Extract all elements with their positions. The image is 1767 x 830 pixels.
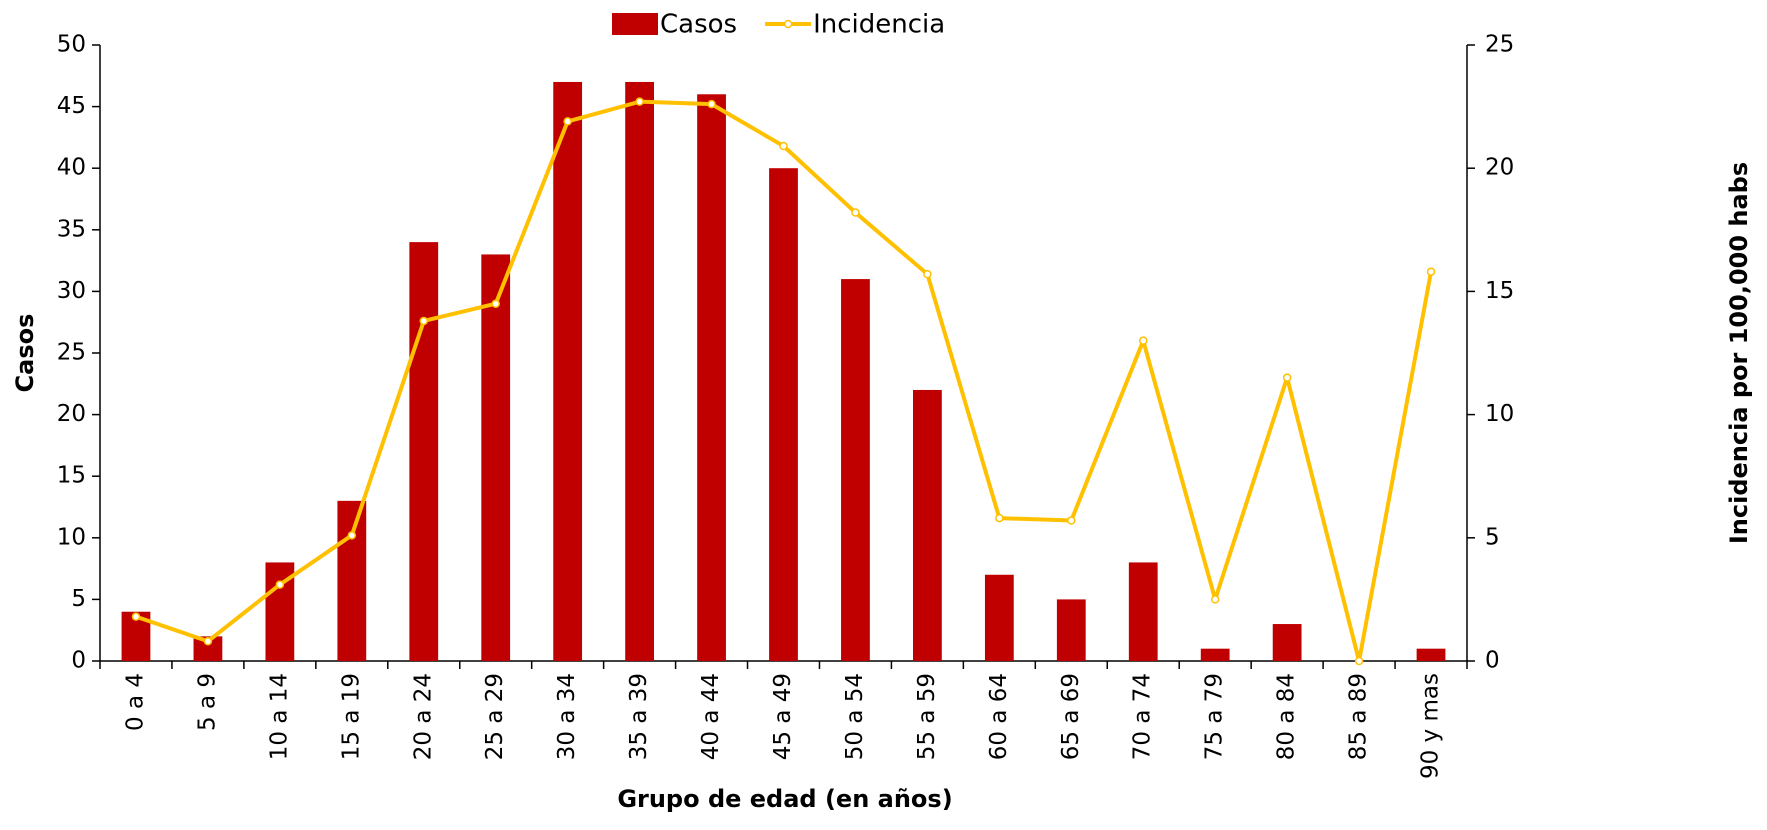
y2-tick-label: 10 (1485, 401, 1514, 427)
x-tick-label: 85 a 89 (1346, 673, 1372, 760)
line-point (1067, 516, 1076, 525)
bar (481, 254, 511, 661)
line-point (131, 612, 141, 621)
bar (1056, 599, 1086, 661)
y-tick-label: 45 (57, 93, 86, 119)
line-point (347, 531, 357, 540)
line-point (491, 299, 500, 308)
line-point (275, 580, 285, 589)
x-tick-label: 10 a 14 (266, 673, 292, 760)
y-tick-label: 50 (57, 32, 86, 58)
y-tick-label: 40 (57, 155, 86, 181)
bar (1200, 648, 1230, 661)
y-tick-label: 25 (57, 340, 86, 366)
bar (769, 168, 798, 661)
x-tick-label: 75 a 79 (1202, 673, 1228, 760)
y-tick-label: 30 (57, 278, 86, 304)
line-point (923, 269, 932, 279)
line-point (995, 513, 1004, 523)
x-tick-label: 60 a 64 (986, 673, 1012, 760)
x-tick-label: 30 a 34 (554, 673, 580, 760)
bar (1128, 562, 1158, 661)
bar (984, 574, 1014, 661)
y2-tick-label: 0 (1485, 648, 1500, 674)
line-point (707, 99, 716, 109)
x-tick-label: 70 a 74 (1130, 673, 1156, 760)
y2-tick-label: 15 (1485, 278, 1514, 304)
legend-label: Casos (660, 10, 737, 40)
line-point (563, 117, 572, 126)
line-point (419, 316, 429, 326)
bar (697, 94, 726, 661)
x-tick-label: 35 a 39 (626, 673, 652, 760)
x-tick-label: 65 a 69 (1058, 673, 1084, 760)
x-tick-label: 20 a 24 (410, 673, 436, 760)
x-tick-label: 40 a 44 (698, 673, 724, 760)
line-point (1354, 656, 1364, 666)
bar (409, 242, 439, 661)
y-tick-label: 5 (71, 586, 86, 612)
y-axis-title: Casos (11, 314, 39, 393)
x-tick-label: 80 a 84 (1274, 673, 1300, 760)
y2-tick-label: 5 (1485, 524, 1500, 550)
x-axis-title: Grupo de edad (en años) (617, 785, 952, 813)
line-point (635, 97, 644, 106)
line-point (1282, 373, 1292, 382)
line-point (1210, 595, 1220, 604)
y-tick-label: 10 (57, 524, 86, 550)
legend-swatch (612, 13, 658, 35)
y-tick-label: 0 (71, 648, 86, 674)
legend-swatch (783, 19, 793, 29)
line-point (203, 637, 213, 646)
y-tick-label: 35 (57, 216, 86, 242)
y-tick-label: 20 (57, 401, 86, 427)
y2-tick-label: 20 (1485, 155, 1514, 181)
x-tick-label: 5 a 9 (194, 673, 220, 731)
x-tick-label: 45 a 49 (770, 673, 796, 760)
x-tick-label: 50 a 54 (842, 673, 868, 760)
x-tick-label: 25 a 29 (482, 673, 508, 760)
bar (1272, 624, 1302, 661)
x-tick-label: 15 a 19 (338, 673, 364, 760)
bar (625, 81, 654, 661)
x-tick-label: 90 y mas (1418, 673, 1444, 779)
legend-label: Incidencia (813, 10, 945, 40)
line-point (1426, 267, 1436, 276)
bar (337, 500, 367, 661)
bar (553, 81, 583, 661)
line-point (1138, 336, 1148, 345)
y2-axis-title: Incidencia por 100,000 habs (1725, 162, 1753, 544)
y2-tick-label: 25 (1485, 32, 1514, 58)
line-point (779, 141, 788, 151)
bar (841, 279, 870, 661)
y-tick-label: 15 (57, 463, 86, 489)
line-point (851, 208, 860, 217)
bar (1416, 648, 1446, 661)
x-tick-label: 55 a 59 (914, 673, 940, 760)
bar (913, 389, 942, 661)
x-tick-label: 0 a 4 (122, 673, 148, 731)
